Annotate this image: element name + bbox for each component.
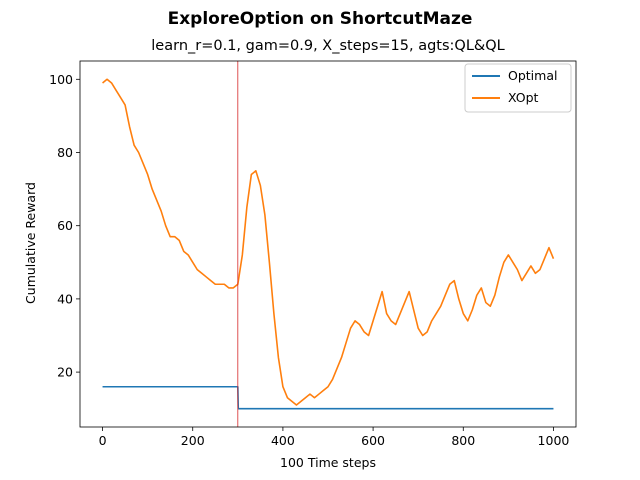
x-tick-label: 800 — [451, 433, 475, 448]
y-tick-label: 20 — [57, 365, 73, 380]
y-tick-label: 100 — [49, 72, 73, 87]
x-tick-label: 1000 — [538, 433, 570, 448]
x-tick-label: 400 — [271, 433, 295, 448]
x-axis-label: 100 Time steps — [280, 455, 376, 470]
y-tick-label: 80 — [57, 145, 73, 160]
x-tick-label: 0 — [99, 433, 107, 448]
y-axis-label: Cumulative Reward — [23, 182, 38, 304]
axes-frame — [79, 60, 577, 428]
legend-label-optimal: Optimal — [508, 68, 557, 83]
x-tick-label: 600 — [361, 433, 385, 448]
chart-title: ExploreOption on ShortcutMaze — [168, 9, 473, 29]
series-line-xopt — [102, 78, 555, 406]
y-axis-ticks: 20 40 60 80 100 — [49, 72, 80, 380]
y-tick-label: 60 — [57, 218, 73, 233]
legend: Optimal XOpt — [464, 63, 572, 113]
plot-area — [79, 60, 577, 428]
x-axis-ticks: 0 200 400 600 800 1000 — [99, 427, 570, 448]
legend-label-xopt: XOpt — [508, 90, 539, 105]
chart-subtitle: learn_r=0.1, gam=0.9, X_steps=15, agts:Q… — [151, 38, 504, 54]
x-tick-label: 200 — [181, 433, 205, 448]
y-tick-label: 40 — [57, 291, 73, 306]
